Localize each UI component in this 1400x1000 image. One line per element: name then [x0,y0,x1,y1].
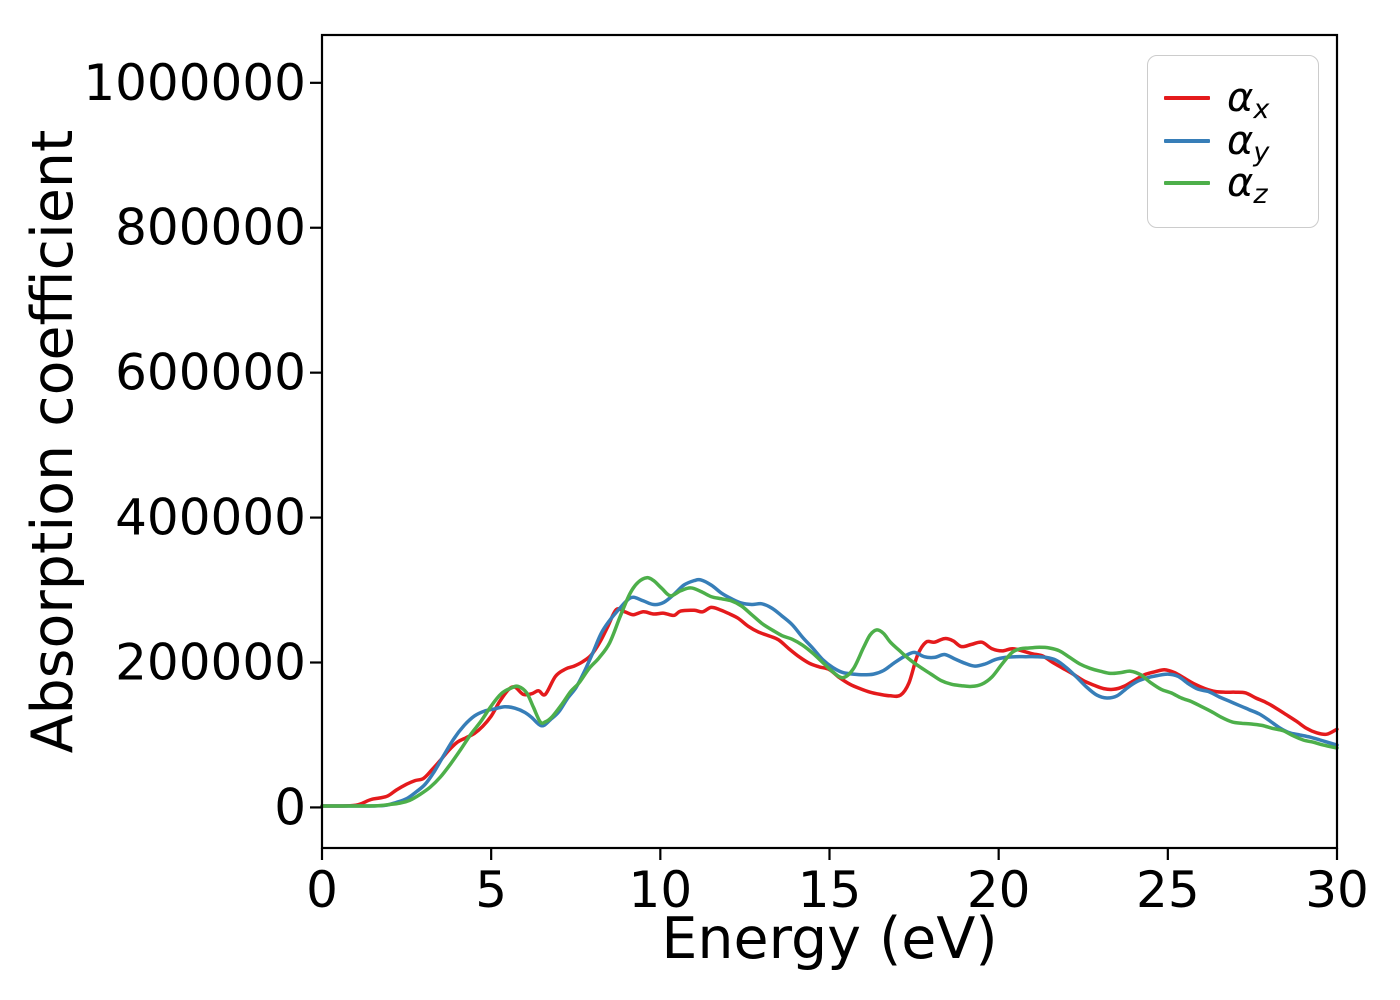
curve-alpha-z [320,575,1339,808]
legend-entry-alpha-y: αy [1164,117,1300,168]
y-tick-label: 0 [274,778,306,836]
legend-line-sample-alpha-z [1164,181,1210,185]
legend-line-sample-alpha-y [1164,138,1210,143]
legend: αx αy αz [1147,55,1319,228]
y-tick-label: 400000 [115,489,306,547]
curve-alpha-x [320,605,1339,808]
legend-label-alpha-x: αx [1227,75,1270,125]
legend-entry-alpha-z: αz [1164,160,1300,210]
y-tick-label: 600000 [115,344,306,402]
legend-label-alpha-z: αz [1227,160,1268,210]
x-tick-label: 25 [1136,861,1200,919]
x-tick-label: 15 [798,861,862,919]
x-tick-label: 10 [629,861,693,919]
x-tick-label: 0 [306,861,338,919]
legend-label-alpha-y: αy [1227,117,1270,168]
x-tick-label: 30 [1305,861,1369,919]
legend-line-sample-alpha-x [1164,96,1210,100]
y-tick-label: 1000000 [83,54,306,112]
y-tick-label: 200000 [115,634,306,692]
x-tick-label: 20 [967,861,1031,919]
legend-entry-alpha-x: αx [1164,75,1300,125]
x-tick-label: 5 [475,861,507,919]
y-tick-label: 800000 [115,199,306,257]
x-axis-label: Energy (eV) [661,906,997,972]
y-axis-label: Absorption coefficient [20,130,86,754]
curve-alpha-y [320,577,1339,808]
